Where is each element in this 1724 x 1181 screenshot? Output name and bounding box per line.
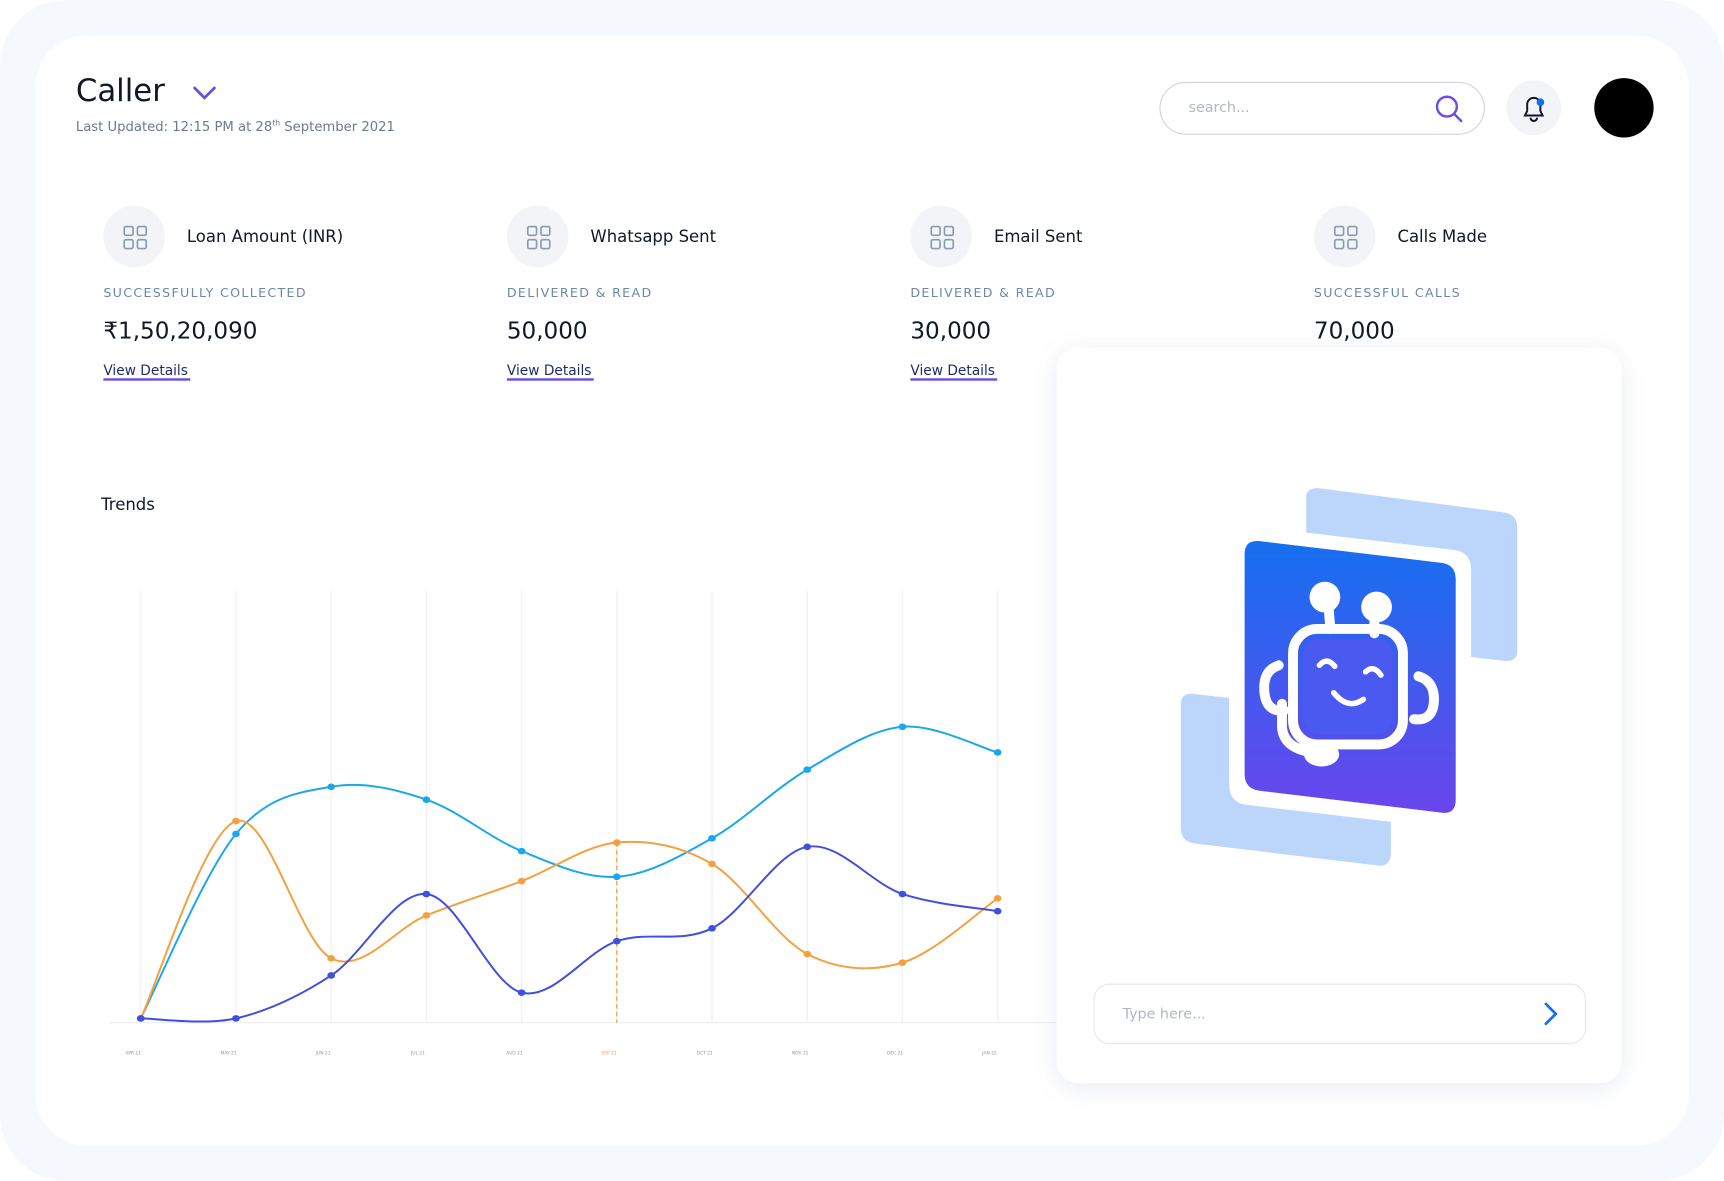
chat-placeholder: Type here... xyxy=(1122,1006,1206,1022)
trend-point xyxy=(803,843,812,851)
card-icon xyxy=(1333,225,1345,237)
search-icon xyxy=(1453,113,1463,123)
card-link-underline xyxy=(910,378,998,381)
card-title: Whatsapp Sent xyxy=(590,227,716,246)
card-icon xyxy=(930,238,941,250)
card-title: Loan Amount (INR) xyxy=(187,227,343,246)
trend-point xyxy=(136,1015,145,1022)
trend-point xyxy=(327,783,336,791)
trend-point xyxy=(803,950,812,958)
trend-point xyxy=(612,839,621,846)
trend-point xyxy=(422,796,431,803)
x-tick-label: DEC 21 xyxy=(887,1051,903,1057)
x-tick-label: MAY 21 xyxy=(221,1051,237,1057)
x-tick-label: AUG 21 xyxy=(506,1051,523,1057)
card-icon xyxy=(123,225,134,237)
trend-point xyxy=(422,912,431,919)
trend-point xyxy=(993,749,1002,756)
trend-line xyxy=(139,819,999,1019)
card-title: Email Sent xyxy=(994,227,1083,246)
trends-chart: Trends APR 21 MAY 21 JUN 21 JUL 21 AUG 21 SEP … xyxy=(100,495,1100,1057)
dropdown-chevron[interactable] xyxy=(193,86,216,100)
cards: Loan Amount (INR) SUCCESSFULLY COLLECTED ₹… xyxy=(103,205,1487,381)
notification-dot xyxy=(1536,98,1545,107)
trend-point xyxy=(327,972,336,979)
trend-point xyxy=(993,907,1002,915)
trend-point xyxy=(232,830,240,838)
card-label: SUCCESSFUL CALLS xyxy=(1314,285,1461,300)
bot-illustration xyxy=(1180,488,1518,866)
page-title: Caller xyxy=(76,73,165,109)
search-icon[interactable] xyxy=(1435,95,1459,118)
search-box[interactable] xyxy=(1159,81,1485,135)
card-icon xyxy=(943,225,955,237)
trend-point xyxy=(327,955,336,962)
card-icon xyxy=(526,225,538,237)
card-value: 30,000 xyxy=(910,319,991,345)
last-updated-text: Last Updated: 12:15 PM at 28 xyxy=(76,120,272,135)
card-icon xyxy=(136,238,148,250)
last-updated: Last Updated: 12:15 PM at 28th September… xyxy=(76,118,395,134)
send-button[interactable] xyxy=(1544,1002,1558,1026)
card-icon-bg xyxy=(506,205,569,268)
card-icon xyxy=(123,238,134,250)
card-value: 50,000 xyxy=(507,319,588,345)
card-link-underline xyxy=(103,378,191,381)
trend-point xyxy=(803,766,812,773)
trend-point xyxy=(708,860,716,868)
x-tick-label: OCT 21 xyxy=(697,1051,713,1057)
card-link[interactable]: View Details xyxy=(507,363,592,379)
card-icon xyxy=(526,238,538,250)
notification-button[interactable] xyxy=(1506,80,1562,136)
chat-input[interactable] xyxy=(1093,983,1587,1045)
trend-point xyxy=(898,890,907,898)
trend-point xyxy=(517,847,526,855)
card-title: Calls Made xyxy=(1397,227,1487,246)
trend-point xyxy=(517,989,526,996)
trend-point xyxy=(898,959,907,966)
card-icon xyxy=(1347,238,1358,250)
trend-point xyxy=(612,873,621,881)
card-label: SUCCESSFULLY COLLECTED xyxy=(103,285,307,300)
card-link[interactable]: View Details xyxy=(910,363,995,379)
card-link-underline xyxy=(506,378,594,381)
card-icon xyxy=(540,225,551,237)
x-tick-label: JAN 22 xyxy=(981,1051,997,1057)
search-placeholder: search... xyxy=(1189,100,1250,116)
card-value: 70,000 xyxy=(1314,319,1395,345)
card-value: ₹1,50,20,090 xyxy=(103,319,257,345)
last-updated-sup: th xyxy=(272,118,280,127)
card-icon-bg xyxy=(103,205,165,268)
avatar[interactable] xyxy=(1594,78,1654,138)
trend-point xyxy=(517,877,526,885)
trend-point xyxy=(422,890,431,898)
trend-line xyxy=(140,845,998,1023)
trend-point xyxy=(708,834,716,842)
x-tick-label: JUL 21 xyxy=(410,1051,425,1057)
x-tick-label: JUN 21 xyxy=(315,1051,331,1057)
chart-title: Trends xyxy=(100,495,155,514)
card-icon xyxy=(1333,238,1345,250)
card-icon-bg xyxy=(1313,205,1376,268)
trend-point xyxy=(612,937,621,945)
last-updated-text: September 2021 xyxy=(280,120,395,135)
card-icon xyxy=(943,238,955,250)
card-icon xyxy=(930,225,941,237)
x-tick-label: NOV 21 xyxy=(792,1051,809,1057)
trend-point xyxy=(232,817,240,825)
x-tick-label: SEP 21 xyxy=(601,1051,616,1057)
card-icon-bg xyxy=(910,205,972,268)
card-icon xyxy=(136,225,148,237)
card-link[interactable]: View Details xyxy=(103,363,188,379)
trend-point xyxy=(898,723,907,731)
card-icon xyxy=(540,238,551,250)
card-label: DELIVERED & READ xyxy=(507,285,653,300)
trend-point xyxy=(232,1015,240,1022)
card-icon xyxy=(1347,225,1358,237)
card-label: DELIVERED & READ xyxy=(910,285,1056,300)
trend-point xyxy=(993,894,1002,902)
x-tick-label: APR 21 xyxy=(125,1051,141,1057)
trend-point xyxy=(708,925,716,932)
